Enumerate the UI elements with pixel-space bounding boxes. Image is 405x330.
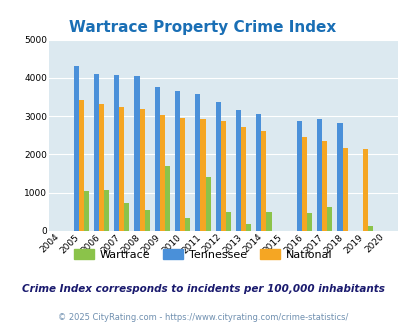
Bar: [342, 148, 347, 231]
Bar: [195, 94, 200, 231]
Text: © 2025 CityRating.com - https://www.cityrating.com/crime-statistics/: © 2025 CityRating.com - https://www.city…: [58, 313, 347, 322]
Bar: [160, 115, 164, 231]
Legend: Wartrace, Tennessee, National: Wartrace, Tennessee, National: [69, 245, 336, 264]
Bar: [225, 212, 230, 231]
Bar: [235, 110, 241, 231]
Bar: [180, 118, 185, 231]
Bar: [256, 114, 261, 231]
Bar: [185, 217, 190, 231]
Bar: [367, 226, 372, 231]
Bar: [83, 191, 89, 231]
Bar: [296, 121, 301, 231]
Bar: [154, 87, 160, 231]
Bar: [266, 212, 271, 231]
Bar: [114, 75, 119, 231]
Bar: [220, 121, 225, 231]
Text: Crime Index corresponds to incidents per 100,000 inhabitants: Crime Index corresponds to incidents per…: [21, 284, 384, 294]
Bar: [215, 102, 220, 231]
Bar: [245, 224, 251, 231]
Bar: [144, 210, 149, 231]
Bar: [200, 119, 205, 231]
Bar: [337, 123, 342, 231]
Bar: [175, 91, 180, 231]
Bar: [104, 190, 109, 231]
Bar: [316, 119, 322, 231]
Bar: [119, 107, 124, 231]
Bar: [362, 149, 367, 231]
Bar: [164, 166, 170, 231]
Bar: [79, 100, 83, 231]
Bar: [139, 109, 144, 231]
Bar: [124, 203, 129, 231]
Bar: [306, 213, 311, 231]
Bar: [205, 177, 210, 231]
Bar: [73, 66, 79, 231]
Bar: [241, 127, 245, 231]
Bar: [134, 76, 139, 231]
Bar: [261, 131, 266, 231]
Bar: [94, 74, 99, 231]
Text: Wartrace Property Crime Index: Wartrace Property Crime Index: [69, 20, 336, 35]
Bar: [301, 137, 306, 231]
Bar: [322, 141, 326, 231]
Bar: [326, 207, 332, 231]
Bar: [99, 104, 104, 231]
